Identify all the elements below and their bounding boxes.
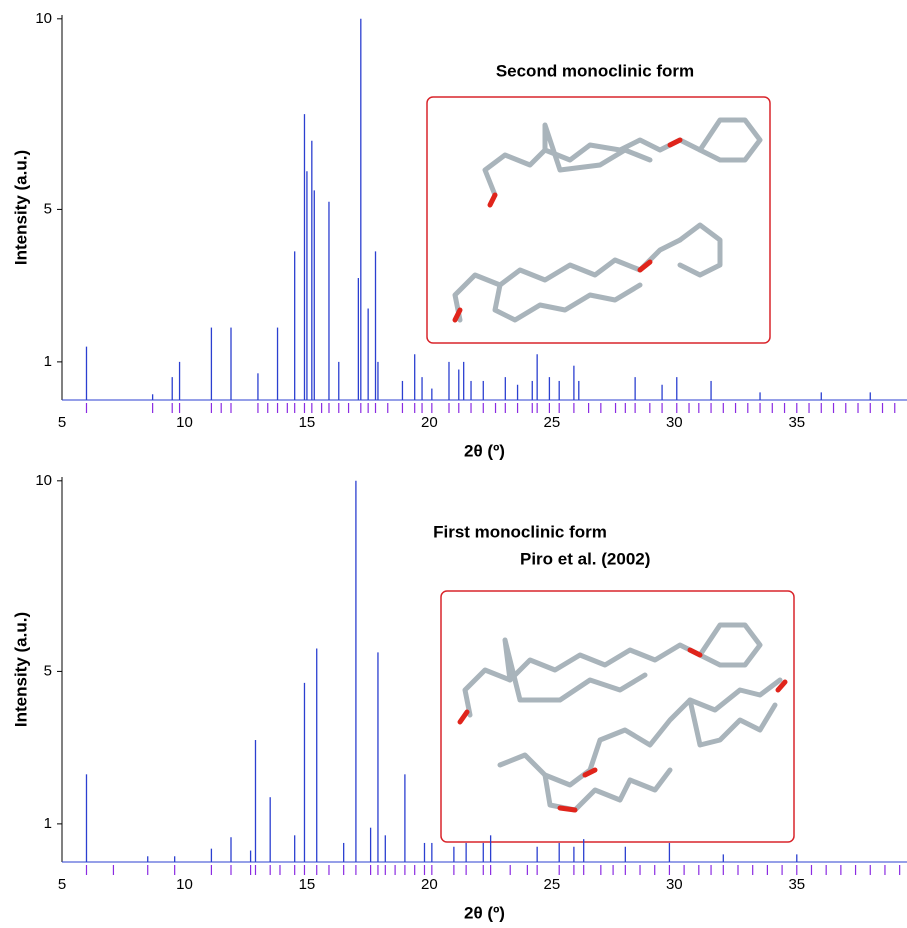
x-tick-label: 5 <box>58 876 66 893</box>
x-tick-label: 10 <box>176 876 193 893</box>
x-tick-label: 35 <box>788 876 805 893</box>
figure: 151051015202530352θ (º)Intensity (a.u.)S… <box>0 0 907 928</box>
x-tick-label: 25 <box>544 414 561 431</box>
x-tick-label: 35 <box>788 414 805 431</box>
x-tick-label: 15 <box>299 414 316 431</box>
x-tick-label: 15 <box>299 876 316 893</box>
x-tick-label: 25 <box>544 876 561 893</box>
y-axis-label: Intensity (a.u.) <box>11 612 30 727</box>
y-tick-label: 5 <box>44 662 52 679</box>
x-axis-label: 2θ (º) <box>464 441 505 460</box>
y-tick-label: 1 <box>44 353 52 370</box>
y-axis-label: Intensity (a.u.) <box>11 150 30 265</box>
x-tick-label: 5 <box>58 414 66 431</box>
x-tick-label: 10 <box>176 414 193 431</box>
x-axis-label: 2θ (º) <box>464 903 505 922</box>
y-tick-label: 10 <box>35 10 52 27</box>
y-tick-label: 1 <box>44 815 52 832</box>
annotation: Second monoclinic form <box>496 61 694 80</box>
x-tick-label: 30 <box>666 876 683 893</box>
annotation: First monoclinic form <box>433 522 607 541</box>
x-tick-label: 30 <box>666 414 683 431</box>
y-tick-label: 5 <box>44 200 52 217</box>
molecule-box-bottom <box>441 591 794 842</box>
molecule-box-top <box>427 97 770 343</box>
y-tick-label: 10 <box>35 472 52 489</box>
annotation: Piro et al. (2002) <box>520 549 650 568</box>
x-tick-label: 20 <box>421 414 438 431</box>
x-tick-label: 20 <box>421 876 438 893</box>
